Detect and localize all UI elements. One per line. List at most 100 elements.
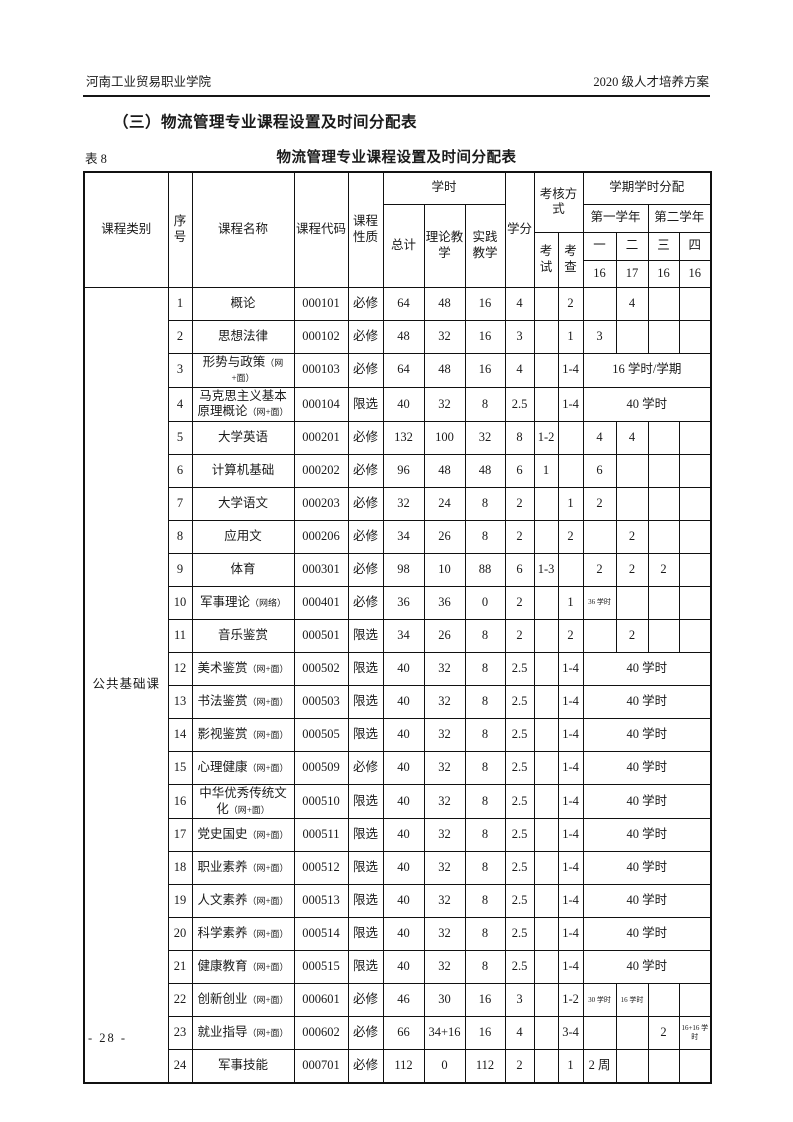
cell-sem3 (647, 983, 680, 1018)
course-row: 18 职业素养（网+面） 000512 限选 40 32 8 2.5 1-4 40 学时 (84, 851, 712, 886)
cell-total-hours: 32 (382, 487, 425, 521)
cell-total-hours: 40 (382, 818, 425, 853)
cell-exam (533, 983, 559, 1018)
cell-check: 1 (557, 487, 584, 521)
cell-sem2 (615, 1016, 649, 1051)
course-name-text: 形势与政策 (202, 354, 266, 369)
cell-course-code: 000301 (293, 553, 349, 587)
course-name-note: （网络） (250, 598, 287, 609)
course-row: 24 军事技能 000701 必修 112 0 112 2 1 2 周 (84, 1049, 712, 1084)
cell-sem-span: 40 学时 (582, 685, 712, 719)
cell-practice-hours: 8 (464, 783, 506, 820)
course-name-text: 马克思主义基本原理概论 (197, 388, 287, 419)
cell-practice-hours: 32 (464, 421, 506, 455)
category-cell: 公共基础课 (83, 286, 169, 1084)
header-weeks2: 17 (615, 259, 649, 288)
cell-exam (533, 286, 559, 321)
cell-course-nature: 限选 (347, 685, 384, 719)
cell-sem3 (647, 520, 680, 554)
cell-practice-hours: 8 (464, 884, 506, 919)
cell-check: 1-4 (557, 386, 584, 423)
table-number: 表 8 (85, 152, 107, 166)
cell-practice-hours: 8 (464, 487, 506, 521)
cell-credits: 2 (504, 619, 535, 653)
cell-theory-hours: 100 (423, 421, 466, 455)
cell-course-code: 000401 (293, 586, 349, 620)
cell-course-name: 军事技能 (191, 1049, 295, 1084)
cell-sem4 (678, 1049, 712, 1084)
course-name-text: 大学英语 (217, 430, 268, 445)
cell-total-hours: 40 (382, 685, 425, 719)
course-name-text: 军事技能 (217, 1058, 268, 1073)
cell-exam: 1 (533, 454, 559, 488)
cell-course-code: 000601 (293, 983, 349, 1018)
cell-sem2: 2 (615, 520, 649, 554)
course-row: 11 音乐鉴赏 000501 限选 34 26 8 2 2 2 (84, 619, 712, 653)
cell-course-nature: 必修 (347, 352, 384, 388)
cell-serial: 8 (167, 520, 193, 554)
cell-course-name: 党史国史（网+面） (191, 818, 295, 853)
cell-course-code: 000203 (293, 487, 349, 521)
cell-credits: 2.5 (504, 652, 535, 686)
header-semester-alloc: 学期学时分配 (582, 171, 712, 205)
course-name-text: 应用文 (224, 529, 262, 544)
cell-serial: 2 (167, 319, 193, 354)
cell-check: 1-4 (557, 352, 584, 388)
course-row: 7 大学语文 000203 必修 32 24 8 2 1 2 (84, 487, 712, 521)
header-year2: 第二学年 (647, 203, 712, 233)
cell-serial: 10 (167, 586, 193, 620)
plan-name: 2020 级人才培养方案 (593, 75, 709, 89)
course-name-note: （网+面） (247, 929, 289, 940)
cell-exam (533, 586, 559, 620)
cell-check: 1-4 (557, 751, 584, 785)
cell-course-nature: 必修 (347, 751, 384, 785)
cell-sem-span: 40 学时 (582, 652, 712, 686)
cell-course-name: 大学英语 (191, 421, 295, 455)
cell-sem4 (678, 586, 712, 620)
header-sem2: 二 (615, 231, 649, 261)
header-year1: 第一学年 (582, 203, 649, 233)
cell-credits: 4 (504, 1016, 535, 1051)
course-row: 13 书法鉴赏（网+面） 000503 限选 40 32 8 2.5 1-4 40 学时 (84, 685, 712, 719)
cell-course-name: 科学素养（网+面） (191, 917, 295, 952)
cell-serial: 5 (167, 421, 193, 455)
cell-check: 1-4 (557, 851, 584, 886)
cell-course-name: 人文素养（网+面） (191, 884, 295, 919)
cell-course-nature: 限选 (347, 917, 384, 952)
cell-serial: 21 (167, 950, 193, 985)
cell-sem4: 16+16 学时 (678, 1016, 712, 1051)
cell-check: 1 (557, 586, 584, 620)
cell-exam (533, 751, 559, 785)
cell-check: 2 (557, 286, 584, 321)
cell-practice-hours: 8 (464, 520, 506, 554)
course-name-text: 大学语文 (217, 496, 268, 511)
cell-course-code: 000501 (293, 619, 349, 653)
cell-course-name: 思想法律 (191, 319, 295, 354)
cell-total-hours: 64 (382, 352, 425, 388)
cell-practice-hours: 8 (464, 619, 506, 653)
cell-practice-hours: 8 (464, 652, 506, 686)
course-name-text: 健康教育 (197, 959, 248, 974)
cell-course-name: 计算机基础 (191, 454, 295, 488)
cell-credits: 3 (504, 319, 535, 354)
cell-exam (533, 884, 559, 919)
cell-exam: 1-2 (533, 421, 559, 455)
cell-course-nature: 必修 (347, 1049, 384, 1084)
cell-check: 1-4 (557, 818, 584, 853)
cell-course-name: 概论 (191, 286, 295, 321)
table-title: 物流管理专业课程设置及时间分配表 (276, 150, 517, 166)
cell-theory-hours: 48 (423, 286, 466, 321)
cell-total-hours: 40 (382, 652, 425, 686)
cell-exam (533, 685, 559, 719)
course-row: 9 体育 000301 必修 98 10 88 6 1-3 2 2 2 (84, 553, 712, 587)
cell-exam (533, 1016, 559, 1051)
cell-exam (533, 386, 559, 423)
cell-practice-hours: 8 (464, 685, 506, 719)
course-name-text: 美术鉴赏 (197, 661, 248, 676)
cell-course-name: 马克思主义基本原理概论（网+面） (191, 386, 295, 423)
cell-course-name: 军事理论（网络） (191, 586, 295, 620)
cell-theory-hours: 32 (423, 319, 466, 354)
cell-credits: 2.5 (504, 718, 535, 752)
cell-course-name: 心理健康（网+面） (191, 751, 295, 785)
cell-course-code: 000513 (293, 884, 349, 919)
